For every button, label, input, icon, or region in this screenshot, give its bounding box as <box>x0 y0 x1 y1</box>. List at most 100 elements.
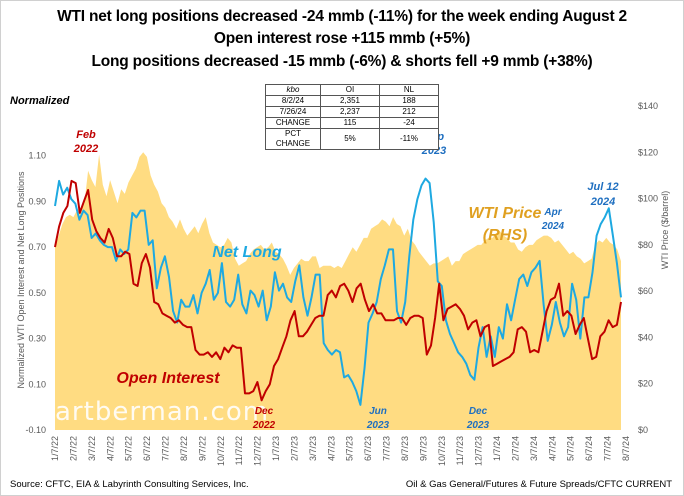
x-tick-label: 1/7/23 <box>271 436 281 461</box>
annotation-jun-2023-line2: 2023 <box>366 420 390 431</box>
x-axis: 1/7/22 2/7/22 3/7/22 4/7/22 5/7/22 6/7/22 7/7/… <box>50 436 631 466</box>
y-tick-label-right: $40 <box>638 332 653 342</box>
x-tick-label: 4/7/22 <box>105 436 115 461</box>
table-cell: 115 <box>320 117 380 129</box>
table-cell: 2,237 <box>320 106 380 118</box>
table-cell: PCT CHANGE <box>265 128 321 150</box>
chart-subtitle-open-interest: Open interest rose +115 mmb (+5%) <box>213 30 471 47</box>
annotation-apr-2024-line2: 2024 <box>541 221 565 232</box>
y-tick-label-left: 1.10 <box>28 151 46 161</box>
x-tick-label: 5/7/23 <box>345 436 355 461</box>
annotation-feb-2022-line1: Feb <box>76 129 96 141</box>
y-axis-right: $0 $20 $40 $60 $80 $100 $120 $140 <box>638 101 658 435</box>
table-cell: 7/26/24 <box>265 106 321 118</box>
x-tick-label: 8/7/24 <box>621 436 631 461</box>
annotation-dec-2022-line2: 2022 <box>252 420 276 431</box>
table-cell: CHANGE <box>265 117 321 129</box>
y-tick-label-left: 0.50 <box>28 288 46 298</box>
table-cell: 2,351 <box>320 95 380 107</box>
x-tick-label: 1/7/24 <box>492 436 502 461</box>
wti-price-series-label-line1: WTI Price <box>469 205 542 222</box>
y-axis-left-title: Normalized WTI Open Interest and Net Lon… <box>16 171 26 389</box>
x-tick-label: 6/7/22 <box>142 436 152 461</box>
y-tick-label-right: $80 <box>638 240 653 250</box>
y-tick-label-right: $0 <box>638 425 648 435</box>
x-tick-label: 12/7/22 <box>253 436 263 466</box>
x-tick-label: 2/7/24 <box>510 436 520 461</box>
annotation-dec-2022-line1: Dec <box>255 406 274 417</box>
y-tick-label-left: 0.90 <box>28 196 46 206</box>
table-cell: 212 <box>379 106 439 118</box>
annotation-jul-12-2024-line2: 2024 <box>590 196 615 208</box>
table-header-cell: OI <box>320 84 380 96</box>
y-axis-right-title: WTI Price ($/barrel) <box>660 191 670 270</box>
x-tick-label: 4/7/24 <box>547 436 557 461</box>
y-tick-label-left: -0.10 <box>25 425 46 435</box>
annotation-dec-2023-line1: Dec <box>469 406 488 417</box>
x-tick-label: 2/7/22 <box>68 436 78 461</box>
y-tick-label-left: 0.30 <box>28 334 46 344</box>
annotation-jul-12-2024-line1: Jul 12 <box>587 181 618 193</box>
y-tick-label-right: $20 <box>638 379 653 389</box>
x-tick-label: 7/7/22 <box>161 436 171 461</box>
x-tick-label: 10/7/22 <box>216 436 226 466</box>
x-tick-label: 12/7/23 <box>474 436 484 466</box>
table-cell: 188 <box>379 95 439 107</box>
x-tick-label: 3/7/23 <box>308 436 318 461</box>
y-tick-label-right: $120 <box>638 147 658 157</box>
open-interest-line <box>54 179 622 402</box>
x-tick-label: 3/7/24 <box>529 436 539 461</box>
y-tick-label-left: 0.10 <box>28 379 46 389</box>
y-tick-label-right: $60 <box>638 286 653 296</box>
table-header-cell: kbo <box>265 84 321 96</box>
net-long-line <box>54 177 622 406</box>
annotation-dec-2023-line2: 2023 <box>466 420 490 431</box>
table-header-cell: NL <box>379 84 439 96</box>
x-tick-label: 10/7/23 <box>437 436 447 466</box>
normalized-label: Normalized <box>10 95 70 107</box>
x-tick-label: 3/7/22 <box>87 436 97 461</box>
x-tick-label: 2/7/23 <box>289 436 299 461</box>
table-cell: 5% <box>320 128 380 150</box>
x-tick-label: 4/7/23 <box>326 436 336 461</box>
y-tick-label-right: $100 <box>638 194 658 204</box>
table-row: 7/26/24 2,237 212 <box>265 106 439 118</box>
table-cell: -11% <box>379 128 439 150</box>
table-row: 8/2/24 2,351 188 <box>265 95 439 107</box>
x-tick-label: 7/7/24 <box>603 436 613 461</box>
table-cell: -24 <box>379 117 439 129</box>
series-line-layer <box>54 177 622 406</box>
x-tick-label: 6/7/24 <box>584 436 594 461</box>
table-row: CHANGE 115 -24 <box>265 117 439 129</box>
open-interest-series-label: Open Interest <box>116 370 220 387</box>
x-tick-label: 6/7/23 <box>363 436 373 461</box>
chart-title: WTI net long positions decreased -24 mmb… <box>57 8 627 25</box>
table-row: PCT CHANGE 5% -11% <box>265 128 439 150</box>
x-tick-label: 1/7/22 <box>50 436 60 461</box>
annotation-apr-2024-line1: Apr <box>543 207 562 218</box>
y-tick-label-left: 0.70 <box>28 242 46 252</box>
table-cell: 8/2/24 <box>265 95 321 107</box>
summary-table: kbo OI NL 8/2/24 2,351 188 7/26/24 2,237… <box>265 84 439 150</box>
source-footnote: Source: CFTC, EIA & Labyrinth Consulting… <box>10 479 249 490</box>
annotation-feb-2022-line2: 2022 <box>73 143 98 155</box>
x-tick-label: 9/7/22 <box>197 436 207 461</box>
net-long-series-label: Net Long <box>212 244 282 261</box>
x-tick-label: 5/7/24 <box>566 436 576 461</box>
x-tick-label: 7/7/23 <box>382 436 392 461</box>
x-tick-label: 8/7/23 <box>400 436 410 461</box>
table-header-row: kbo OI NL <box>265 84 439 96</box>
dataset-footnote: Oil & Gas General/Futures & Future Sprea… <box>405 479 672 490</box>
y-axis-left: -0.10 0.10 0.30 0.50 0.70 0.90 1.10 <box>25 151 46 435</box>
x-tick-label: 5/7/22 <box>124 436 134 461</box>
chart-subtitle-long-short: Long positions decreased -15 mmb (-6%) &… <box>91 53 593 70</box>
y-tick-label-right: $140 <box>638 101 658 111</box>
x-tick-label: 11/7/23 <box>455 436 465 465</box>
annotation-jun-2023-line1: Jun <box>369 406 387 417</box>
x-tick-label: 11/7/22 <box>234 436 244 465</box>
x-tick-label: 8/7/22 <box>179 436 189 461</box>
x-tick-label: 9/7/23 <box>418 436 428 461</box>
wti-price-series-label-line2: (RHS) <box>483 227 527 244</box>
